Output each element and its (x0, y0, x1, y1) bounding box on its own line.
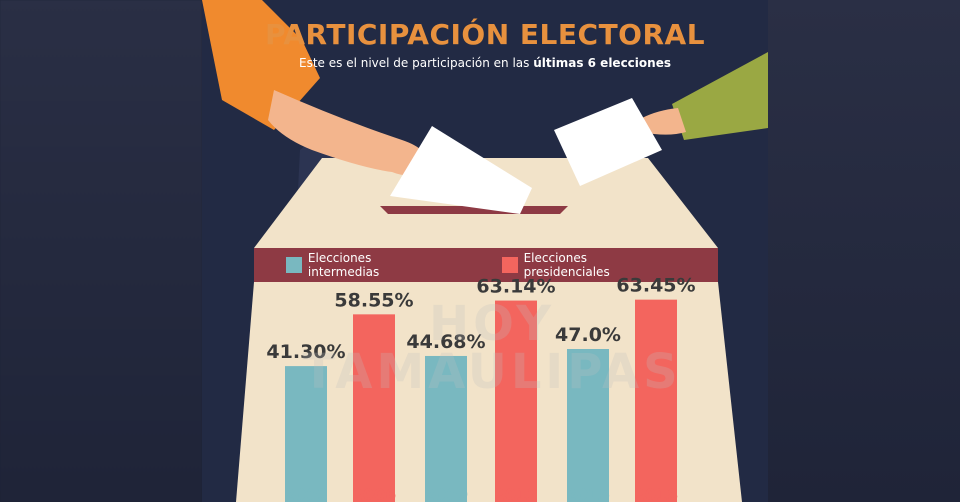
left-hand (268, 90, 431, 176)
bar-2009 (425, 355, 467, 502)
right-sleeve (672, 52, 768, 140)
year-label-2009: 2009 (424, 485, 469, 502)
chart-title: PARTICIPACIÓN ELECTORAL (264, 18, 706, 51)
right-ballot (554, 98, 662, 186)
watermark-line-1: HOY (428, 296, 556, 352)
bar-2003 (285, 366, 327, 502)
value-label-2015: 47.0% (555, 324, 621, 346)
legend-swatch-intermedias (286, 257, 302, 273)
subtitle-highlight: últimas 6 elecciones (533, 56, 671, 70)
value-label-2006: 58.55% (334, 289, 413, 311)
chart-subtitle: Este es el nivel de participación en las… (202, 56, 768, 70)
year-label-2003: 2003 (284, 485, 329, 502)
legend-item-intermedias: Elecciones intermedias (286, 251, 446, 279)
value-label-2018: 63.45% (616, 275, 695, 297)
year-label-2006: 2006 (352, 485, 397, 502)
bar-2012 (495, 300, 537, 502)
value-label-2003: 41.30% (266, 341, 345, 363)
watermark: HOY TAMAULIPAS (262, 300, 722, 396)
bar-2018 (635, 299, 677, 502)
year-label-2012: 2012 (494, 485, 539, 502)
value-label-2009: 44.68% (406, 331, 485, 353)
legend: Elecciones intermedias Elecciones presid… (260, 251, 706, 279)
bar-2006 (353, 314, 395, 502)
value-label-2012: 63.14% (476, 276, 555, 298)
infographic: 41.30% 2003 58.55% 2006 44.68% 2009 63.14% 2012… (202, 0, 768, 502)
ballot-box-band (254, 248, 718, 282)
legend-label-presidenciales: Elecciones presidenciales (523, 251, 610, 279)
blurred-right-background (768, 0, 960, 502)
legend-label-intermedias: Elecciones intermedias (307, 251, 380, 279)
bar-2015 (567, 349, 609, 502)
left-ballot (390, 126, 532, 214)
legend-item-presidenciales: Elecciones presidenciales (501, 251, 676, 279)
ballot-box-illustration: 41.30% 2003 58.55% 2006 44.68% 2009 63.14% 2012… (202, 0, 768, 502)
bar-group: 41.30% 2003 58.55% 2006 44.68% 2009 63.14% 2012… (266, 275, 696, 502)
subtitle-text: Este es el nivel de participación en las (299, 56, 534, 70)
year-label-2015: 2015 (566, 485, 611, 502)
blurred-left-background (0, 0, 202, 502)
year-label-2018: 2018 (634, 485, 679, 502)
watermark-line-2: TAMAULIPAS (302, 344, 682, 400)
right-hand (641, 108, 686, 135)
legend-swatch-presidenciales (501, 257, 518, 273)
